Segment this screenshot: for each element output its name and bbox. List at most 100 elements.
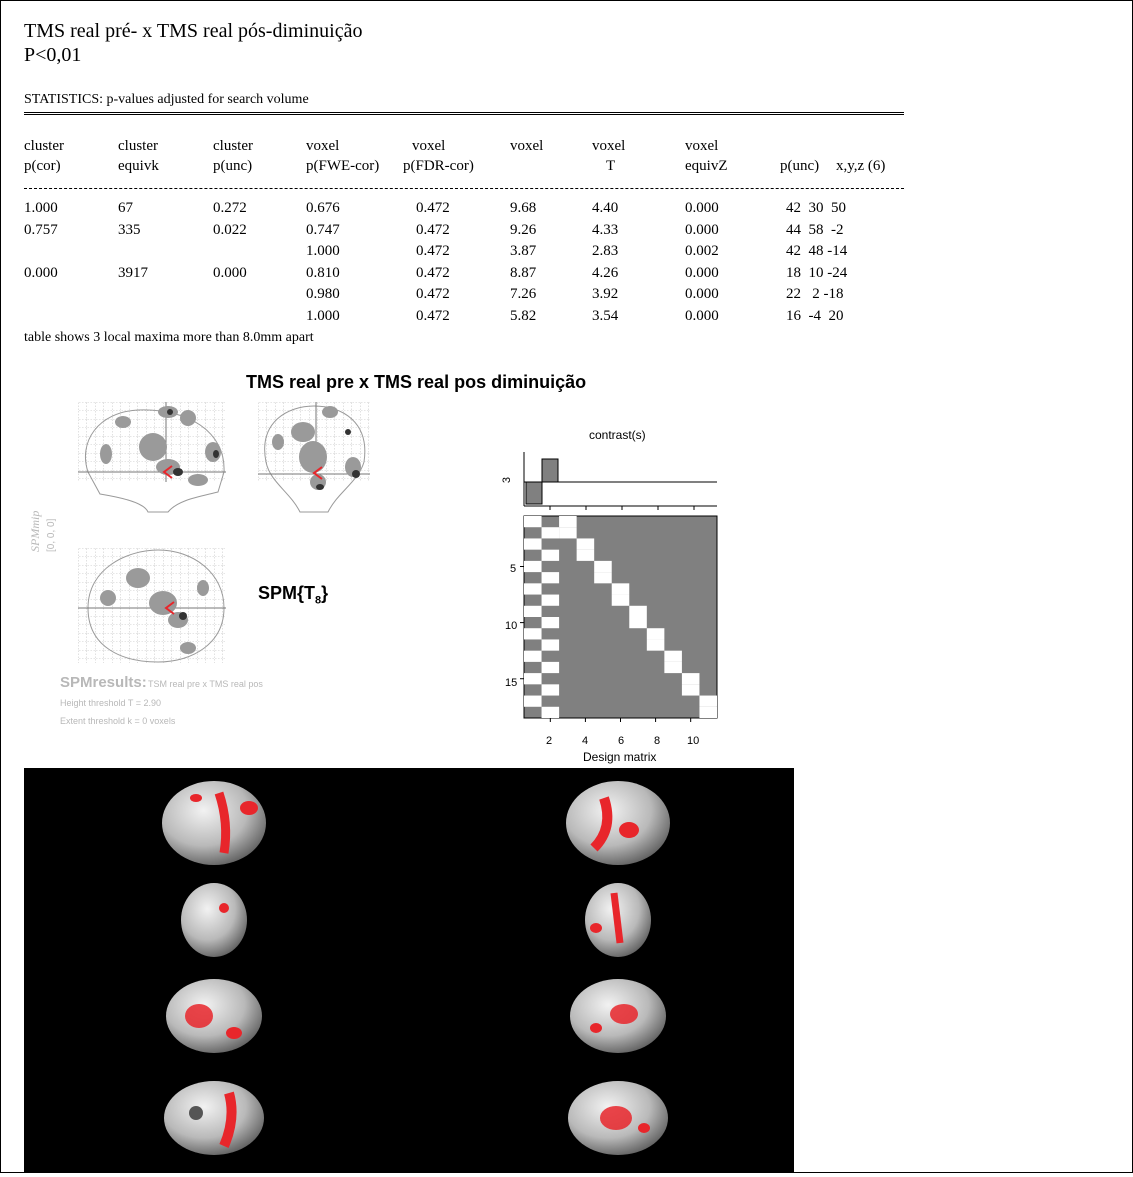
table-cell: 0.272 xyxy=(213,200,247,216)
col-header: p(cor) xyxy=(24,158,61,174)
contrast-label: contrast(s) xyxy=(589,428,646,442)
x-tick: 8 xyxy=(654,735,661,747)
design-matrix-cell xyxy=(699,706,717,718)
table-cell: 0.472 xyxy=(416,307,450,324)
design-matrix-cell xyxy=(524,516,542,528)
table-footnote: table shows 3 local maxima more than 8.0… xyxy=(24,330,314,345)
table-cell: 1.000 xyxy=(306,243,340,259)
table-cell: 0.000 xyxy=(24,264,58,281)
col-header: p(unc) xyxy=(213,158,253,174)
stats-heading: STATISTICS: p-values adjusted for search… xyxy=(24,92,309,107)
contrast-bar-negative xyxy=(525,481,543,505)
spmmip-label: SPMmip xyxy=(28,510,42,552)
table-cell: 0.472 xyxy=(416,243,450,259)
design-matrix-cell xyxy=(559,516,577,528)
design-matrix-cell xyxy=(541,661,560,674)
rendered-brains-svg xyxy=(162,781,670,1155)
brain-left-lateral xyxy=(162,781,266,865)
col-header: p(FDR-cor) xyxy=(403,158,474,174)
extent-threshold: Extent threshold k = 0 voxels xyxy=(60,716,176,726)
design-matrix-cell xyxy=(611,594,630,606)
brain-right-lateral xyxy=(566,781,670,865)
spm-results-title: SPMresults: xyxy=(60,674,147,691)
mip-axial xyxy=(78,548,226,663)
design-matrix-cell xyxy=(524,673,542,685)
design-matrix-cell xyxy=(524,605,542,617)
table-cell: 5.82 xyxy=(510,307,537,324)
design-matrix-cell xyxy=(576,549,595,561)
height-threshold: Height threshold T = 2.90 xyxy=(60,698,161,708)
design-matrix-cell xyxy=(594,560,612,573)
table-cell: 335 xyxy=(118,221,141,238)
design-matrix-cell xyxy=(524,695,542,707)
design-matrix-cell xyxy=(681,684,700,696)
table-cell: 4.33 xyxy=(592,221,619,238)
table-cell: 3.87 xyxy=(510,243,537,259)
design-matrix-cell xyxy=(524,538,542,550)
brain-posterior xyxy=(181,883,247,957)
col-header-top: cluster xyxy=(24,138,64,154)
table-cell: 2.83 xyxy=(592,243,619,259)
contrast-bar-positive xyxy=(541,458,559,483)
table-cell: 0.980 xyxy=(306,286,340,302)
design-matrix-cell xyxy=(699,695,717,707)
table-cell: 4.40 xyxy=(592,200,619,216)
y-tick: 15 xyxy=(505,677,518,689)
spm-results-contrast: TSM real pre x TMS real pos xyxy=(148,679,263,689)
table-double-rule xyxy=(24,112,904,115)
spm-t-label: SPM{T8} xyxy=(258,583,329,607)
table-dashed-rule xyxy=(24,188,904,189)
col-header-top: voxel xyxy=(412,138,446,154)
col-header-top: cluster xyxy=(118,138,158,154)
table-cell: 0.472 xyxy=(416,286,450,302)
contrast-tick: 3 xyxy=(501,476,514,484)
table-cell: 3.92 xyxy=(592,286,619,302)
design-matrix-cell xyxy=(541,639,560,651)
col-header-top: cluster xyxy=(213,138,253,154)
brain-inferior xyxy=(164,1081,264,1155)
x-tick: 10 xyxy=(687,735,700,747)
table-cell: 0.472 xyxy=(416,264,450,281)
col-header-top: voxel xyxy=(306,138,340,154)
col-header: T xyxy=(606,158,616,174)
design-matrix xyxy=(520,515,718,722)
design-matrix-cell xyxy=(541,706,560,718)
design-matrix-cell xyxy=(524,560,542,573)
table-cell: 0.000 xyxy=(213,264,247,281)
y-tick: 10 xyxy=(505,620,518,632)
y-tick: 5 xyxy=(510,563,517,575)
table-cell: 1.000 xyxy=(24,200,58,216)
p-threshold: P<0,01 xyxy=(24,44,82,66)
design-matrix-label: Design matrix xyxy=(583,750,657,764)
table-cell: 4.26 xyxy=(592,264,619,281)
spmmip-coord: [0, 0, 0] xyxy=(46,518,57,552)
design-matrix-cell xyxy=(646,639,665,651)
page-title: TMS real pré- x TMS real pós-diminuição xyxy=(24,20,363,42)
table-cell: 0.810 xyxy=(306,264,340,281)
table-cell: 0.747 xyxy=(306,221,340,238)
table-cell: 1.000 xyxy=(306,307,340,324)
col-header-top: voxel xyxy=(510,138,544,154)
table-cell: 0.676 xyxy=(306,200,340,216)
brain-superior xyxy=(568,1081,668,1155)
table-cell: 16 -4 20 xyxy=(786,307,844,324)
design-matrix-cell xyxy=(541,527,560,539)
mip-sagittal xyxy=(78,402,226,513)
design-matrix-cell xyxy=(594,572,612,584)
table-cell: 9.68 xyxy=(510,200,537,216)
design-matrix-cell xyxy=(524,583,542,595)
table-cell: 3.54 xyxy=(592,307,619,324)
table-cell: 18 10 -24 xyxy=(786,264,848,281)
table-cell: 0.002 xyxy=(685,243,719,259)
design-matrix-cell xyxy=(524,628,542,640)
design-matrix-cell xyxy=(541,572,560,584)
col-header: equivk xyxy=(118,158,159,174)
x-tick: 2 xyxy=(546,735,553,747)
col-header-top: voxel xyxy=(592,138,626,154)
x-tick: 4 xyxy=(582,735,589,747)
table-cell: 42 48 -14 xyxy=(786,243,848,259)
col-header: x,y,z (6) xyxy=(836,158,886,174)
design-matrix-cell xyxy=(664,661,682,674)
col-header: p(unc) xyxy=(780,158,820,174)
brain-right-oblique xyxy=(570,979,666,1053)
